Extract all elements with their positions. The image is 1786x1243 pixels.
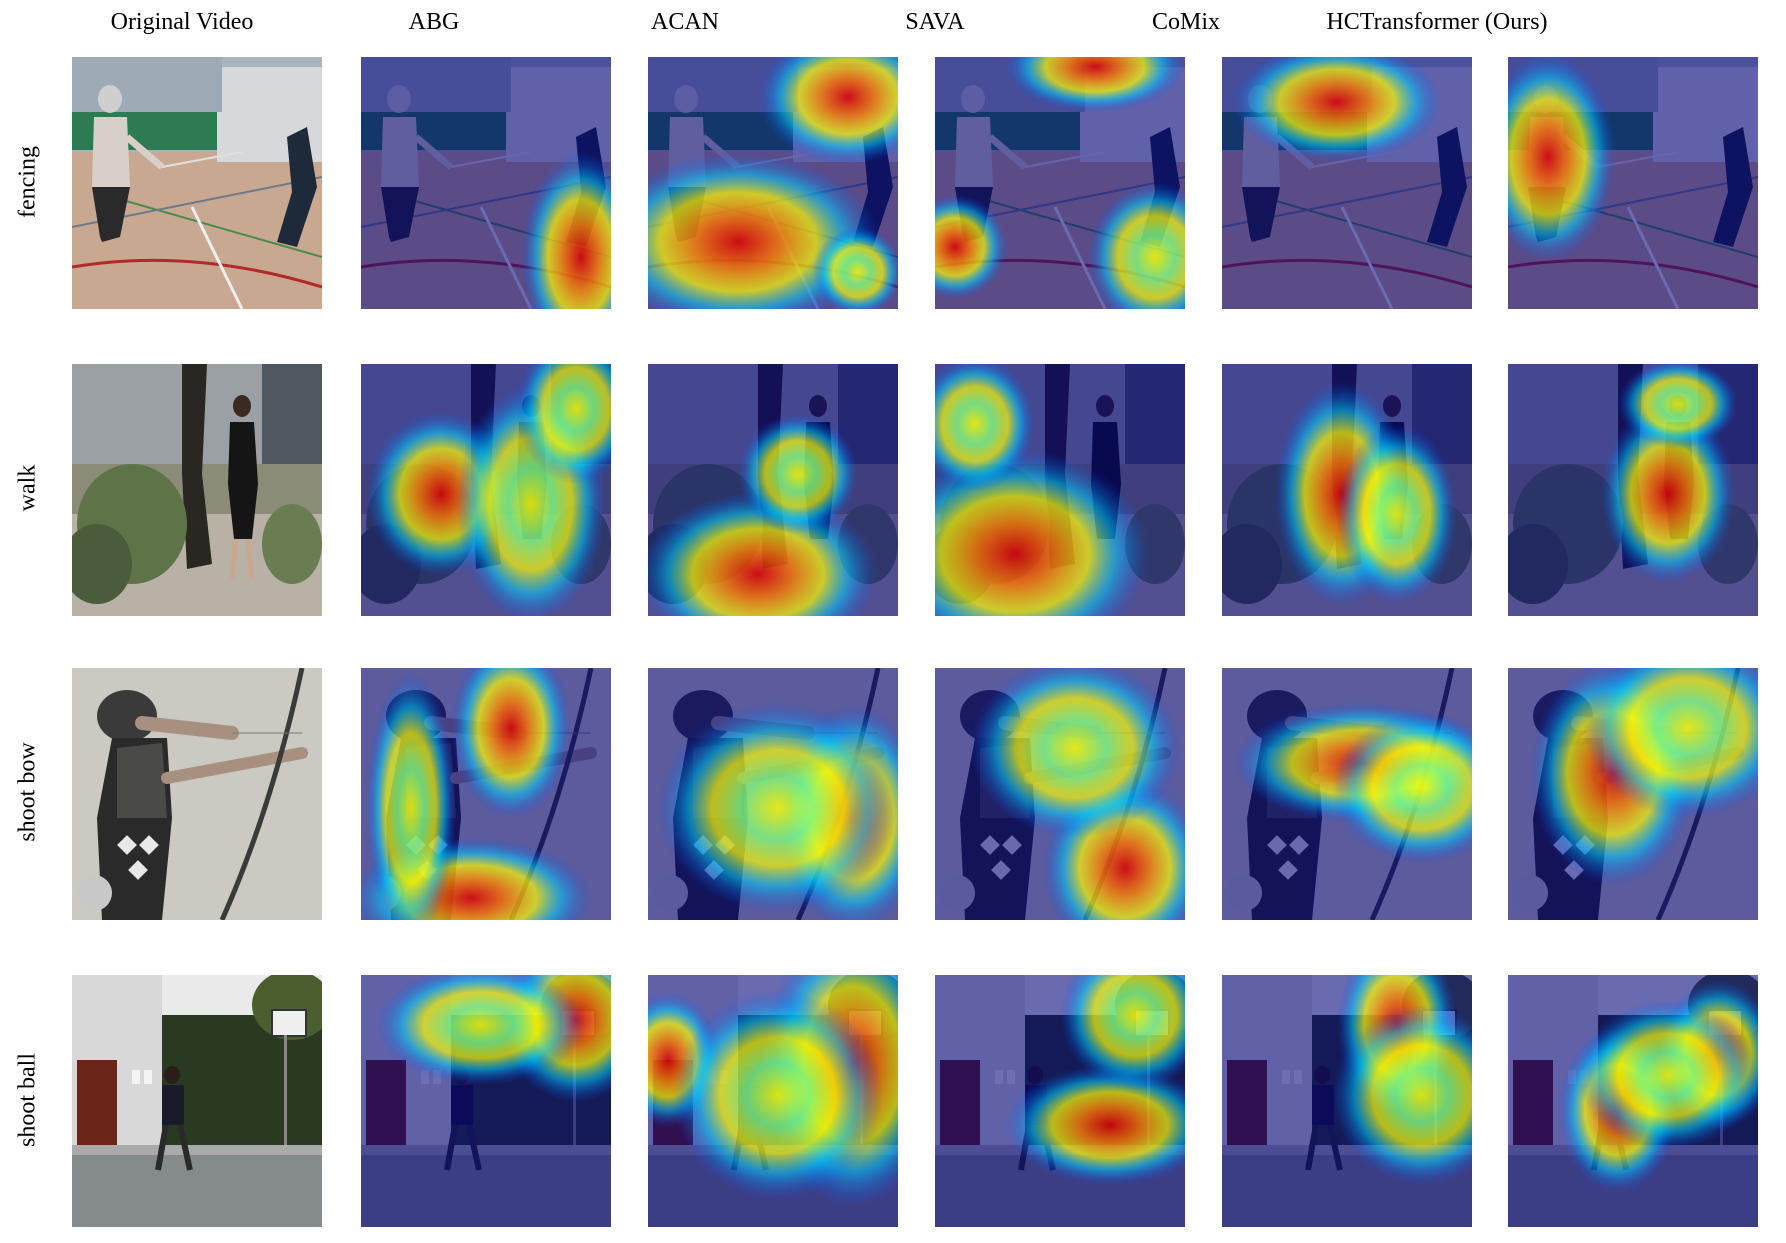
column-header-sava: SAVA xyxy=(905,9,965,35)
attention-hotspot xyxy=(1087,182,1185,309)
attention-hotspot xyxy=(521,152,611,309)
frame-shoot-ball-sava xyxy=(935,975,1185,1227)
attention-hotspot xyxy=(1232,57,1442,162)
frame-shoot-bow-comix xyxy=(1222,668,1472,920)
frame-shoot-ball-comix xyxy=(1222,975,1472,1227)
attention-hotspot xyxy=(1332,1005,1472,1185)
attention-hotspot xyxy=(1005,57,1185,112)
attention-hotspot xyxy=(516,364,611,484)
frame-fencing-comix xyxy=(1222,57,1472,309)
attention-hotspot xyxy=(935,449,1150,616)
attention-hotspot xyxy=(366,673,456,920)
attention-hotspot xyxy=(738,414,858,534)
frame-walk-original xyxy=(72,364,322,616)
attention-hotspot xyxy=(673,990,883,1200)
frame-fencing-abg xyxy=(361,57,611,309)
column-header-hctransformer: HCTransformer (Ours) xyxy=(1326,9,1548,35)
frame-walk-abg xyxy=(361,364,611,616)
attention-hotspot xyxy=(1332,713,1472,863)
attention-hotspot xyxy=(935,194,1008,300)
attention-hotspot xyxy=(1060,975,1185,1090)
attention-hotspot xyxy=(813,227,898,309)
frame-shoot-bow-acan xyxy=(648,668,898,920)
attention-hotspot xyxy=(970,668,1180,838)
frame-walk-hctransformer xyxy=(1508,364,1758,616)
attention-hotspot xyxy=(1583,668,1758,818)
column-header-original-video: Original Video xyxy=(110,9,254,35)
column-header-acan: ACAN xyxy=(650,9,719,35)
attention-hotspot xyxy=(1005,1065,1185,1185)
frame-fencing-original xyxy=(72,57,322,309)
attention-hotspot xyxy=(376,975,586,1085)
frame-walk-acan xyxy=(648,364,898,616)
attention-hotspot xyxy=(758,57,898,165)
attention-hotspot xyxy=(935,364,1035,492)
attention-hotspot xyxy=(1600,404,1736,584)
frame-shoot-bow-sava xyxy=(935,668,1185,920)
frame-fencing-sava xyxy=(935,57,1185,309)
attention-hotspot xyxy=(1508,57,1616,262)
attention-hotspot xyxy=(451,668,571,818)
frame-shoot-ball-abg xyxy=(361,975,611,1227)
attention-hotspot xyxy=(1337,424,1457,604)
frame-shoot-bow-hctransformer xyxy=(1508,668,1758,920)
attention-hotspot xyxy=(1618,364,1738,449)
frame-shoot-bow-abg xyxy=(361,668,611,920)
frame-walk-sava xyxy=(935,364,1185,616)
frame-shoot-bow-original xyxy=(72,668,322,920)
frame-fencing-hctransformer xyxy=(1508,57,1758,309)
frame-fencing-acan xyxy=(648,57,898,309)
frame-shoot-ball-original xyxy=(72,975,322,1227)
attention-hotspot xyxy=(1578,1000,1758,1150)
column-header-comix: CoMix xyxy=(1151,9,1220,35)
frame-shoot-ball-acan xyxy=(648,975,898,1227)
frame-walk-comix xyxy=(1222,364,1472,616)
attention-hotspot xyxy=(658,703,898,913)
frame-shoot-ball-hctransformer xyxy=(1508,975,1758,1227)
column-header-abg: ABG xyxy=(408,9,460,35)
